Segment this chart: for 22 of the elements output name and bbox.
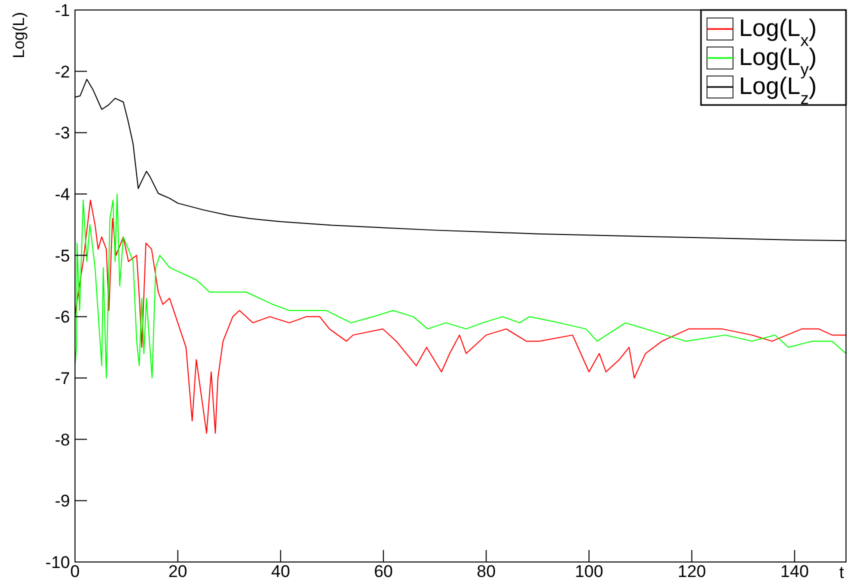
line-series bbox=[74, 200, 846, 434]
y-tick-label: -9 bbox=[54, 492, 70, 511]
x-axis-title: t bbox=[839, 563, 844, 580]
x-tick-label: 120 bbox=[678, 562, 706, 580]
x-tick-label: 80 bbox=[476, 562, 496, 580]
y-tick-label: -10 bbox=[45, 552, 70, 572]
y-tick-label: -2 bbox=[54, 62, 70, 82]
y-tick-label: -7 bbox=[54, 368, 70, 388]
x-tick-label: 60 bbox=[374, 562, 393, 580]
y-tick-label: -5 bbox=[54, 246, 70, 266]
x-tick-label: 100 bbox=[574, 562, 604, 580]
y-tick-label: -1 bbox=[54, 0, 70, 20]
y-tick-label: -3 bbox=[54, 124, 70, 143]
y-tick-label: -4 bbox=[54, 184, 70, 204]
x-tick-label: 40 bbox=[271, 562, 290, 580]
x-tick-label: 140 bbox=[780, 562, 809, 580]
x-tick-label: 20 bbox=[168, 562, 188, 580]
line-series bbox=[74, 194, 846, 378]
y-axis-title: Log(L) bbox=[11, 12, 28, 58]
x-tick-label: 0 bbox=[70, 562, 80, 580]
y-tick-label: -6 bbox=[54, 308, 70, 327]
y-tick-label: -8 bbox=[54, 430, 70, 450]
